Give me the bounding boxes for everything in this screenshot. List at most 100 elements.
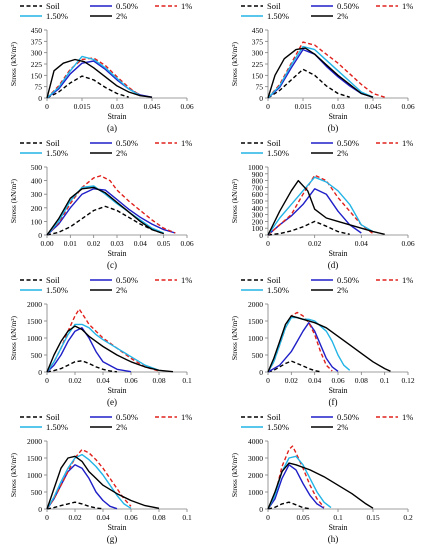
legend-label: 2%: [337, 285, 348, 295]
series-line-2pct: [267, 47, 374, 99]
y-tick-label: 225: [31, 60, 43, 69]
legend-label: 1%: [402, 412, 413, 422]
y-tick-label: 450: [252, 26, 264, 35]
legend-label: 0.50%: [116, 138, 138, 148]
y-tick-label: 3000: [248, 454, 263, 463]
x-tick-label: 0.08: [152, 376, 165, 385]
series-line-soil: [267, 220, 350, 236]
y-tick-label: 500: [252, 197, 264, 206]
legend-label: 1.50%: [267, 285, 289, 295]
legend-label: Soil: [267, 275, 281, 285]
series-line-soil: [46, 205, 164, 236]
x-tick-label: 0: [266, 376, 270, 385]
chart-panel: Soil 0.50% 1% 1.50% 2% 0100200300400500600700…: [230, 138, 415, 270]
x-tick-label: 0.01: [64, 239, 77, 248]
y-tick-label: 1000: [248, 334, 263, 343]
chart-panel: Soil 0.50% 1% 1.50% 2% 0 1000 2000 3000 4000 0 0.05…: [230, 412, 413, 544]
x-tick-label: 0.02: [285, 376, 298, 385]
series-line-soil: [46, 360, 118, 373]
y-tick-label: 100: [31, 217, 43, 226]
series-line-1pct: [46, 57, 141, 99]
x-tick-label: 0.1: [380, 376, 390, 385]
x-tick-label: 0.02: [87, 239, 100, 248]
panel-label: (e): [107, 397, 117, 407]
series-line-0-50pct: [46, 188, 176, 236]
y-tick-label: 0: [259, 368, 263, 377]
y-tick-label: 100: [252, 224, 264, 233]
x-tick-label: 0.1: [182, 376, 192, 385]
x-tick-label: 0: [266, 513, 270, 522]
legend-label: 1.50%: [46, 285, 68, 295]
x-tick-label: 0.05: [157, 239, 170, 248]
x-tick-label: 0: [45, 513, 49, 522]
legend-label: 1%: [181, 412, 192, 422]
y-tick-label: 200: [31, 204, 43, 213]
chart-panel: Soil 0.50% 1% 1.50% 2% 0 500 1000 1500 2000 0 0.02 0…: [230, 275, 415, 407]
x-tick-label: 0.2: [403, 513, 413, 522]
x-tick-label: 0.015: [295, 102, 312, 111]
series-line-2pct: [267, 315, 391, 373]
x-tick-label: 0.06: [124, 376, 137, 385]
x-tick-label: 0.02: [68, 513, 81, 522]
y-tick-label: 0: [38, 231, 42, 240]
chart-panel: Soil 0.50% 1% 1.50% 2% 0 500 1000 1500 2000 0 0.02 0…: [9, 275, 192, 407]
chart-panel: Soil 0.50% 1% 1.50% 2% 0 100 200 300 400 500 0.00 0.…: [9, 138, 194, 270]
x-tick-label: 0.04: [308, 376, 321, 385]
series-line-soil: [46, 75, 129, 99]
series-line-1pct: [267, 41, 385, 99]
series-line-2pct: [46, 186, 164, 236]
series-line-0-50pct: [46, 327, 132, 373]
x-tick-label: 0.04: [96, 376, 109, 385]
series-line-1pct: [46, 175, 176, 236]
x-tick-label: 0.06: [124, 513, 137, 522]
y-tick-label: 300: [31, 49, 43, 58]
series-line-soil: [267, 68, 350, 99]
series-line-1-50pct: [46, 55, 141, 99]
series-line-1-50pct: [267, 45, 374, 99]
y-tick-label: 0: [38, 94, 42, 103]
legend-label: 0.50%: [337, 275, 359, 285]
y-tick-label: 150: [31, 71, 43, 80]
y-tick-label: 0: [259, 231, 263, 240]
y-tick-label: 2000: [248, 300, 263, 309]
series-line-soil: [46, 501, 104, 510]
x-tick-label: 0.04: [355, 239, 368, 248]
series-line-1pct: [267, 174, 374, 236]
y-tick-label: 400: [31, 177, 43, 186]
chart-panel: Soil 0.50% 1% 1.50% 2% 0 75 150 225 300 375 450 0 0.0…: [230, 1, 415, 133]
legend-label: 2%: [337, 148, 348, 158]
legend-label: 1.50%: [46, 11, 68, 21]
x-tick-label: 0.045: [365, 102, 382, 111]
series-line-2pct: [267, 179, 385, 236]
x-axis-label: Strain: [328, 249, 347, 258]
legend-label: 1%: [181, 1, 192, 11]
panel-label: (d): [328, 260, 339, 270]
legend-label: 1.50%: [267, 11, 289, 21]
panel-label: (f): [329, 397, 338, 407]
series-line-0-50pct: [267, 322, 339, 373]
x-tick-label: 0.06: [401, 102, 414, 111]
x-tick-label: 0.03: [110, 102, 123, 111]
y-tick-label: 2000: [27, 300, 42, 309]
y-axis-label: Stress (kN/m²): [9, 41, 18, 86]
x-axis-label: Strain: [328, 386, 347, 395]
legend-label: 2%: [116, 11, 127, 21]
legend-label: 0.50%: [337, 1, 359, 11]
x-tick-label: 0.12: [401, 376, 414, 385]
legend-label: 1.50%: [267, 148, 289, 158]
legend-label: 1%: [181, 138, 192, 148]
series-line-1pct: [46, 448, 132, 510]
y-tick-label: 200: [252, 217, 264, 226]
x-tick-label: 0.1: [182, 513, 192, 522]
panel-label: (b): [328, 123, 339, 133]
series-line-0-50pct: [267, 188, 362, 236]
legend-label: 1.50%: [46, 148, 68, 158]
y-tick-label: 500: [31, 163, 43, 172]
y-tick-label: 2000: [248, 471, 263, 480]
legend-label: 1.50%: [267, 422, 289, 432]
x-tick-label: 0.06: [331, 376, 344, 385]
legend-label: 0.50%: [116, 275, 138, 285]
y-tick-label: 1000: [27, 334, 42, 343]
x-axis-label: Strain: [107, 386, 126, 395]
y-tick-label: 0: [259, 94, 263, 103]
